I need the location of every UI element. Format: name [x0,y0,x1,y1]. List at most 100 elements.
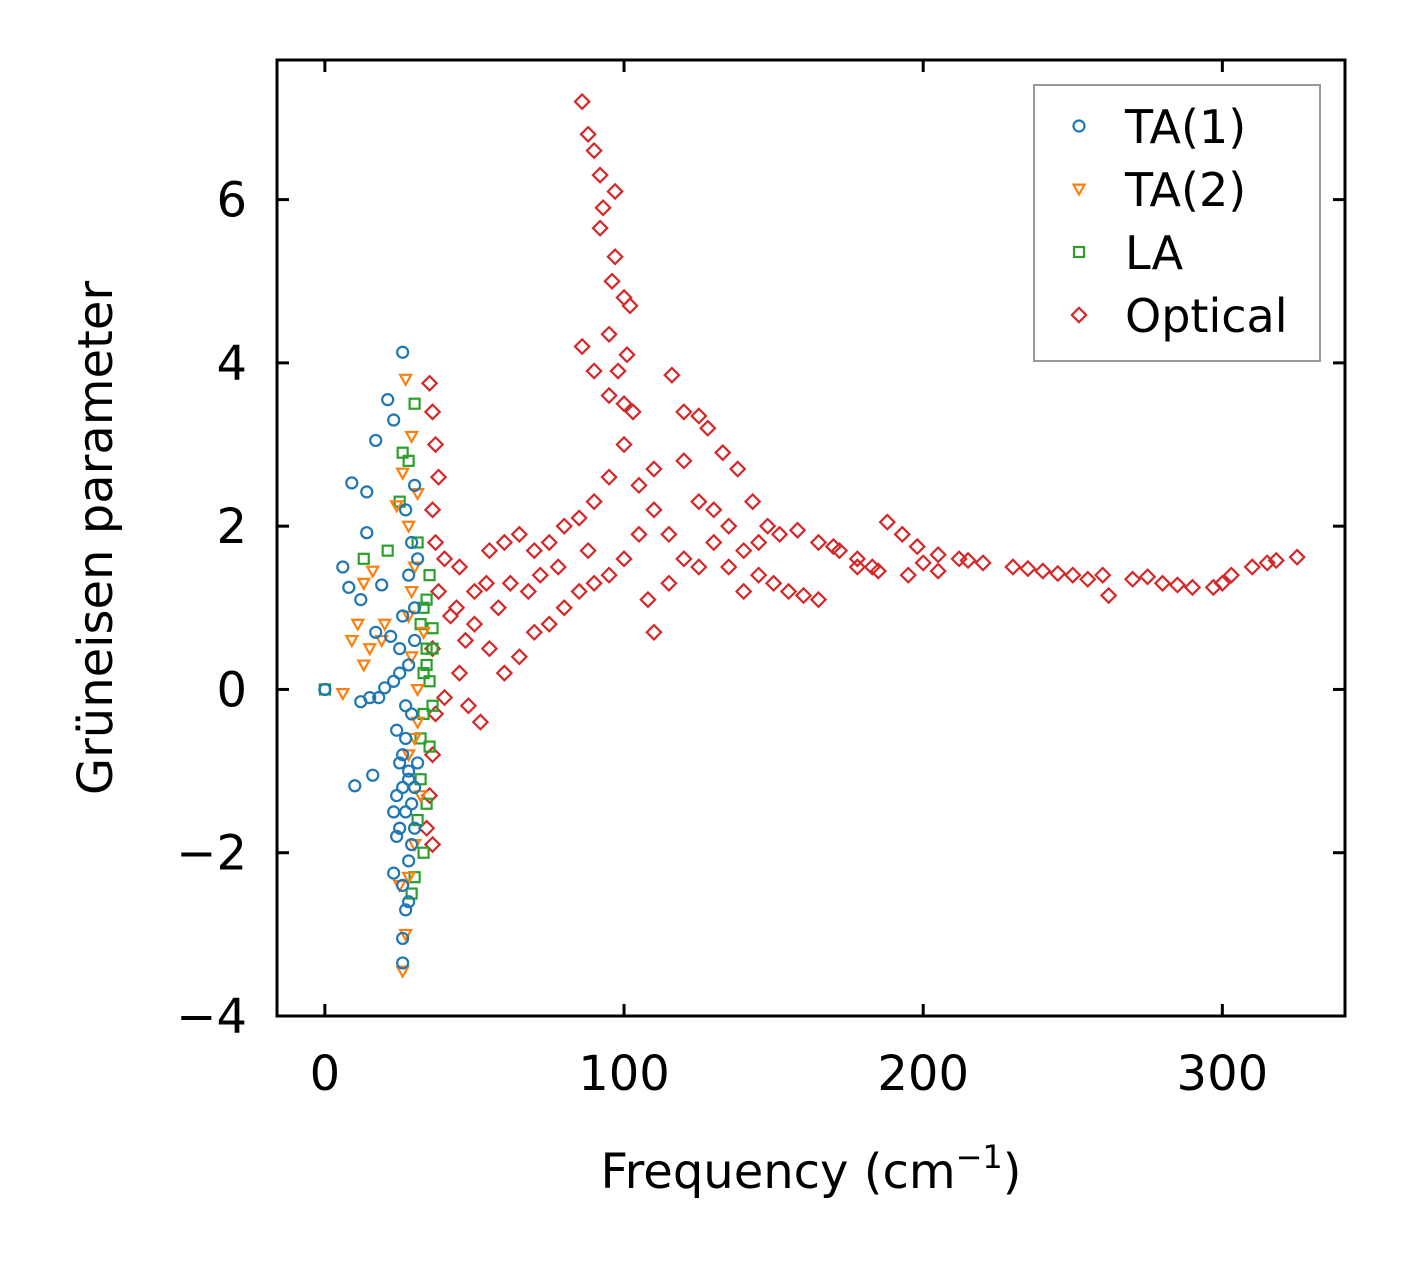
data-point [770,525,789,544]
data-point [405,837,419,852]
data-point [624,403,642,421]
data-point [423,746,442,764]
data-point [405,535,419,550]
data-point [401,520,416,534]
data-point [318,682,332,697]
data-point [408,821,422,835]
data-point [615,435,633,454]
data-point [573,337,591,356]
data-point [734,582,753,601]
y-tick-label: 0 [216,662,247,718]
data-point [402,895,416,909]
data-point [1183,578,1202,597]
data-point [399,731,413,746]
legend-entry: TA(2) [1071,163,1246,217]
data-point [579,125,597,143]
data-point [387,413,401,427]
data-point [600,386,618,405]
data-point [848,558,867,576]
data-point [375,578,389,592]
legend-entry: LA [1072,226,1184,280]
data-point [348,779,362,793]
data-point [393,666,407,680]
data-point [594,199,612,217]
data-point [435,688,454,707]
plot-frame [275,58,1347,1018]
data-point [600,325,618,344]
data-point [645,460,663,478]
data-point [809,533,828,552]
data-point [1288,548,1306,566]
data-point [336,560,350,574]
data-point [426,705,445,723]
data-point [401,749,416,763]
data-point [396,878,410,892]
data-point [809,590,828,609]
data-point [404,585,419,600]
series-optical [417,92,1306,854]
series-ta-2- [335,373,431,979]
data-point [426,699,439,712]
legend: TA(1) TA(2) LA Optical [1033,84,1321,362]
data-point [615,394,633,413]
data-point [758,517,777,535]
data-point [480,639,499,658]
data-point [621,297,639,315]
data-point [743,492,762,511]
data-point [570,582,588,601]
data-point [1123,570,1142,588]
data-point [606,182,624,201]
data-point [350,618,366,632]
data-point [423,403,442,421]
data-point [342,580,356,594]
data-point [360,526,374,540]
legend-label: TA(2) [1124,163,1246,217]
data-point [600,566,618,584]
data-point [519,582,537,601]
data-point [749,566,768,584]
data-point [420,593,433,606]
data-point [555,517,573,535]
data-point [639,590,657,609]
data-point [423,501,442,519]
data-point [929,546,947,564]
data-point [345,476,359,490]
data-point [764,574,783,593]
data-point [690,407,708,425]
data-point [396,931,410,946]
data-point [675,452,693,470]
data-point [404,430,419,445]
data-point [615,288,633,307]
data-point [525,623,543,641]
data-point [360,485,374,499]
legend-diamond-icon [1070,306,1088,324]
data-point [435,550,454,568]
data-point [398,928,414,943]
data-point [720,517,738,535]
data-point [618,346,636,364]
data-point [699,419,717,437]
data-point [399,503,413,517]
data-point [609,362,627,380]
data-point [645,623,663,641]
data-point [410,716,425,730]
data-point [399,903,413,917]
data-point [408,601,422,615]
y-tick-label: 2 [216,499,247,555]
y-tick-label: 6 [216,173,247,229]
data-point [398,373,414,387]
data-point [908,537,926,556]
data-point [1243,558,1261,576]
data-point [390,723,404,737]
legend-square-icon [1072,245,1086,259]
data-point [630,525,648,544]
data-point [1258,554,1276,572]
data-point [974,554,992,572]
data-point [402,454,415,467]
data-point [570,509,588,527]
data-point [426,533,445,552]
data-point [1153,574,1172,593]
data-point [1138,568,1157,586]
data-point [663,366,681,384]
